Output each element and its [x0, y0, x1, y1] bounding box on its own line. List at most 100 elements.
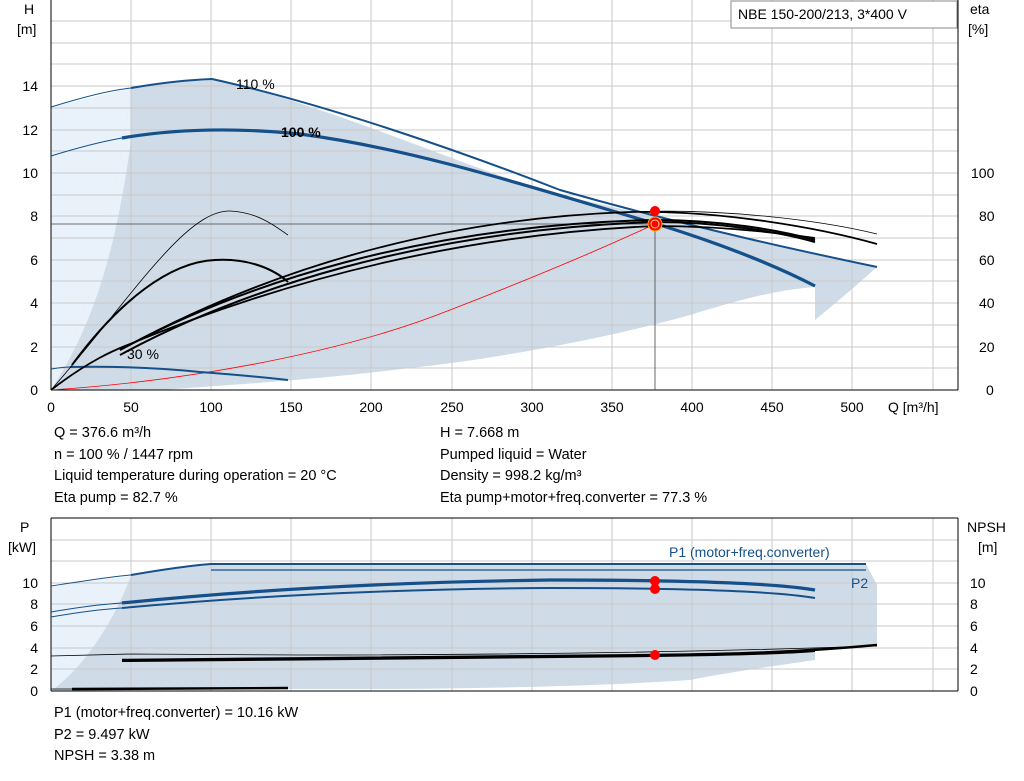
bottom-axes	[50, 517, 959, 692]
h-curve-110	[130, 77, 878, 268]
q-tick: 500	[840, 399, 864, 415]
p2-curve-100-thin	[50, 607, 123, 618]
p-axis-unit: [kW]	[8, 539, 36, 555]
npsh-curve-thin	[50, 645, 878, 657]
h-tick: 12	[22, 122, 38, 138]
npsh-tick: 0	[970, 683, 978, 699]
top-chart: 110 % 100 % 30 % NBE 150-200/213, 3*400 …	[17, 0, 995, 415]
h-tick: 6	[30, 252, 38, 268]
npsh-axis-label: NPSH	[967, 519, 1006, 535]
q-tick: 250	[440, 399, 464, 415]
eta-curve-total	[50, 225, 816, 391]
q-tick: 150	[279, 399, 303, 415]
power-curve-30	[71, 686, 289, 691]
h-curve-30-thin	[50, 366, 71, 370]
info-p1: P1 (motor+freq.converter) = 10.16 kW	[54, 705, 299, 721]
p-tick: 6	[30, 618, 38, 634]
q-tick: 400	[680, 399, 704, 415]
eta-tick: 100	[971, 165, 995, 181]
power-info: P1 (motor+freq.converter) = 10.16 kW P2 …	[54, 703, 298, 768]
p-tick: 4	[30, 640, 38, 656]
eta-curve-30	[71, 258, 289, 366]
p1-curve-110	[130, 563, 866, 576]
info-p2: P2 = 9.497 kW	[54, 726, 150, 743]
q-tick: 100	[199, 399, 223, 415]
info-eta-total: Eta pump+motor+freq.converter = 77.3 %	[440, 489, 708, 506]
q-axis-label: Q [m³/h]	[888, 399, 939, 415]
eta-tick: 20	[979, 339, 995, 355]
q-tick: 0	[47, 399, 55, 415]
h-curve-100-thin	[50, 137, 123, 157]
operating-info-left: Q = 376.6 m³/h n = 100 % / 1447 rpm Liqu…	[54, 423, 337, 509]
pump-model-box	[730, 0, 958, 29]
p1-series-label: P1 (motor+freq.converter)	[669, 544, 830, 560]
eta-tick: 80	[979, 208, 995, 224]
eta-tick-labels: 0 20 40 60 80 100	[971, 165, 995, 398]
top-axes	[50, 0, 959, 391]
p-axis-label: P	[20, 519, 29, 535]
eta-axis-unit: [%]	[968, 21, 988, 37]
p-tick-labels: 0 2 4 6 8 10	[22, 575, 38, 699]
info-flow: Q = 376.6 m³/h	[54, 425, 152, 441]
operating-point-h-marker-inner	[650, 219, 660, 229]
eta-curve-100-b	[119, 218, 816, 351]
pump-model-title: NBE 150-200/213, 3*400 V	[738, 6, 908, 22]
h-curve-110-thin	[50, 87, 132, 108]
h-axis-label: H	[24, 1, 34, 17]
npsh-tick-labels: 0 2 4 6 8 10	[970, 575, 986, 699]
eta-curve-110-thin	[629, 210, 878, 235]
eta-curve-100	[119, 220, 816, 356]
curve-label-100: 100 %	[281, 124, 321, 140]
p-tick: 2	[30, 661, 38, 677]
q-tick: 350	[600, 399, 624, 415]
p2-curve-100	[121, 586, 816, 609]
h-tick: 0	[30, 382, 38, 398]
operating-point-p1-marker	[650, 576, 660, 586]
npsh-axis-unit: [m]	[978, 539, 997, 555]
bottom-chart: P1 (motor+freq.converter) P2 P [kW] NPSH…	[8, 517, 1006, 699]
operating-info-right: H = 7.668 m Pumped liquid = Water Densit…	[440, 423, 707, 509]
h-tick: 8	[30, 208, 38, 224]
operating-point-npsh-marker	[650, 650, 660, 660]
eta-tick: 0	[986, 382, 994, 398]
npsh-tick: 2	[970, 661, 978, 677]
q-tick: 450	[760, 399, 784, 415]
npsh-tick: 8	[970, 596, 978, 612]
system-curve	[50, 223, 656, 391]
p1-curve-100-thin	[50, 602, 123, 613]
h-tick: 4	[30, 295, 38, 311]
q-tick: 300	[520, 399, 544, 415]
p1-curve-100	[121, 578, 816, 605]
operating-area-shade	[51, 79, 877, 390]
p-tick: 0	[30, 683, 38, 699]
curve-label-30: 30 %	[127, 346, 159, 362]
npsh-tick: 4	[970, 640, 978, 656]
h-curve-100	[121, 128, 816, 288]
q-tick: 50	[123, 399, 139, 415]
h-curve-30	[69, 365, 289, 381]
eta-curve-110	[119, 210, 878, 351]
h-tick: 2	[30, 339, 38, 355]
p-tick: 10	[22, 575, 38, 591]
h-tick: 14	[22, 78, 38, 94]
h-axis-unit: [m]	[17, 21, 36, 37]
info-density: Density = 998.2 kg/m³	[440, 468, 582, 484]
info-npsh: NPSH = 3.38 m	[54, 748, 156, 764]
operating-point-p2-marker	[650, 584, 660, 594]
h-tick: 10	[22, 165, 38, 181]
operating-point-eta-marker	[650, 206, 660, 216]
info-head: H = 7.668 m	[440, 425, 520, 441]
npsh-tick: 10	[970, 575, 986, 591]
npsh-curve-100	[121, 650, 816, 662]
q-tick: 200	[359, 399, 383, 415]
info-speed: n = 100 % / 1447 rpm	[54, 446, 194, 463]
h-tick-labels: 0 2 4 6 8 10 12 14	[22, 78, 38, 398]
p-tick: 8	[30, 596, 38, 612]
npsh-tick: 6	[970, 618, 978, 634]
info-liquid-temperature: Liquid temperature during operation = 20…	[54, 468, 337, 484]
eta-tick: 40	[979, 295, 995, 311]
info-eta-pump: Eta pump = 82.7 %	[54, 489, 178, 506]
p1-curve-110-thin	[50, 574, 132, 587]
eta-tick: 60	[979, 252, 995, 268]
